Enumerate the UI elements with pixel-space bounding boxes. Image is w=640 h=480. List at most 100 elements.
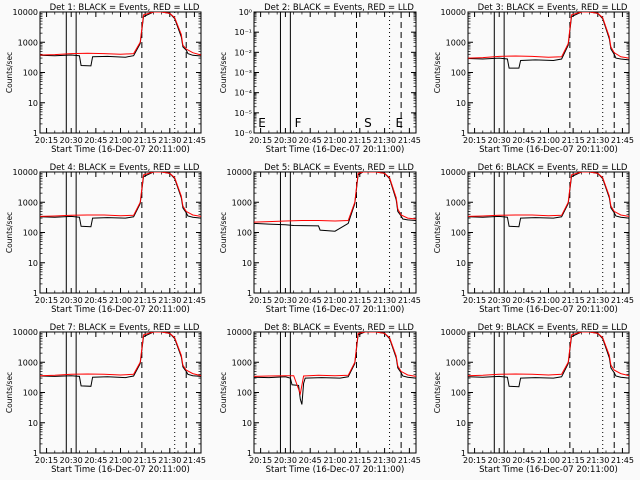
x-axis-label: Start Time (16-Dec-07 20:11:00) <box>479 305 618 315</box>
y-tick-label: 10 <box>28 99 38 108</box>
x-tick-label: 21:00 <box>109 136 132 145</box>
y-tick-label: 10⁻² <box>234 48 252 57</box>
y-axis-label: Counts/sec <box>433 52 442 93</box>
y-tick-label: 1 <box>461 129 466 138</box>
x-tick-label: 20:45 <box>84 456 107 465</box>
y-tick-label: 1 <box>247 289 252 298</box>
x-tick-label: 20:45 <box>512 456 535 465</box>
x-tick-label: 21:30 <box>158 296 181 305</box>
x-tick-label: 20:30 <box>488 136 511 145</box>
x-tick-label: 21:00 <box>537 136 560 145</box>
x-tick-label: 21:30 <box>373 136 396 145</box>
y-axis-label: Counts/sec <box>433 212 442 253</box>
panel-title: Det 5: BLACK = Events, RED = LLD <box>264 163 414 173</box>
x-tick-label: 21:30 <box>586 456 609 465</box>
x-tick-label: 21:00 <box>537 456 560 465</box>
y-tick-label: 10000 <box>227 328 252 337</box>
x-tick-label: 21:45 <box>398 296 421 305</box>
y-tick-label: 100 <box>23 69 38 78</box>
x-tick-label: 20:15 <box>249 136 272 145</box>
series-line-lld <box>468 172 629 217</box>
y-tick-label: 10⁻³ <box>234 69 252 78</box>
x-tick-label: 21:15 <box>562 296 585 305</box>
y-tick-label: 100 <box>237 389 252 398</box>
y-axis-label: Counts/sec <box>433 372 442 413</box>
series-group <box>254 332 416 405</box>
x-tick-label: 20:15 <box>249 296 272 305</box>
panel-det-8: 1 10 100 1000 10000 20:15 20:30 20:45 21:00 21:15… <box>219 323 421 475</box>
x-tick-label: 20:30 <box>274 296 297 305</box>
y-tick-label: 10 <box>28 419 38 428</box>
x-tick-label: 21:15 <box>134 296 157 305</box>
series-line-lld <box>40 12 201 56</box>
x-tick-label: 20:30 <box>60 296 83 305</box>
x-tick-label: 20:15 <box>463 296 486 305</box>
series-group <box>468 12 629 69</box>
x-tick-label: 20:30 <box>60 456 83 465</box>
x-tick-label: 21:30 <box>586 296 609 305</box>
x-tick-label: 21:00 <box>323 456 346 465</box>
y-tick-label: 10⁻⁵ <box>234 109 252 118</box>
y-tick-label: 10 <box>28 259 38 268</box>
panel-title: Det 7: BLACK = Events, RED = LLD <box>50 323 200 333</box>
x-tick-label: 21:45 <box>183 456 206 465</box>
panel-det-2: 10⁻⁶ 10⁻⁵ 10⁻⁴ 10⁻³ 10⁻² 10⁻¹ 10⁰ 20:15 20:30 20:… <box>219 3 421 155</box>
x-tick-label: 20:30 <box>488 296 511 305</box>
y-axis-label: Counts/sec <box>219 212 228 253</box>
x-axis-label: Start Time (16-Dec-07 20:11:00) <box>266 465 405 475</box>
x-tick-label: 20:45 <box>512 136 535 145</box>
series-line-events <box>254 172 416 232</box>
x-tick-label: 20:30 <box>60 136 83 145</box>
y-axis-label: Counts/sec <box>219 372 228 413</box>
y-tick-label: 10⁻¹ <box>234 28 252 37</box>
y-tick-label: 10⁻⁶ <box>234 129 252 138</box>
x-tick-label: 20:45 <box>84 296 107 305</box>
panel-det-1: 1 10 100 1000 10000 20:15 20:30 20:45 21:00 21:15… <box>5 3 206 155</box>
x-tick-label: 21:00 <box>323 136 346 145</box>
y-axis-label: Counts/sec <box>219 52 228 93</box>
y-tick-label: 1000 <box>446 198 466 207</box>
x-tick-label: 21:15 <box>348 456 371 465</box>
panel-det-9: 1 10 100 1000 10000 20:15 20:30 20:45 21:00 21:15… <box>433 323 634 475</box>
x-axis-label: Start Time (16-Dec-07 20:11:00) <box>479 145 618 155</box>
y-tick-label: 1000 <box>18 358 38 367</box>
x-tick-label: 20:45 <box>299 456 322 465</box>
series-group <box>468 332 629 388</box>
x-tick-label: 21:45 <box>611 136 634 145</box>
x-tick-label: 20:45 <box>512 296 535 305</box>
y-axis-label: Counts/sec <box>5 212 14 253</box>
series-group <box>40 332 201 387</box>
x-tick-label: 20:15 <box>463 456 486 465</box>
x-tick-label: 21:15 <box>562 136 585 145</box>
y-tick-label: 100 <box>23 389 38 398</box>
x-tick-label: 21:15 <box>348 136 371 145</box>
series-line-lld <box>40 332 201 377</box>
x-tick-label: 21:00 <box>109 296 132 305</box>
x-axis-label: Start Time (16-Dec-07 20:11:00) <box>51 465 190 475</box>
panel-title: Det 4: BLACK = Events, RED = LLD <box>50 163 200 173</box>
y-tick-label: 10000 <box>227 168 252 177</box>
y-tick-label: 10000 <box>13 8 38 17</box>
series-group <box>40 172 201 228</box>
y-tick-label: 100 <box>23 229 38 238</box>
y-axis-label: Counts/sec <box>5 372 14 413</box>
y-tick-label: 1 <box>33 289 38 298</box>
panel-det-3: 1 10 100 1000 10000 20:15 20:30 20:45 21:00 21:15… <box>433 3 634 155</box>
series-line-events <box>254 332 416 405</box>
y-tick-label: 1 <box>461 289 466 298</box>
x-tick-label: 20:45 <box>299 296 322 305</box>
y-tick-label: 1000 <box>18 198 38 207</box>
series-group <box>254 172 416 232</box>
x-tick-label: 21:00 <box>323 296 346 305</box>
x-tick-label: 21:45 <box>611 296 634 305</box>
y-tick-label: 10⁰ <box>239 8 252 17</box>
x-tick-label: 21:45 <box>183 296 206 305</box>
y-tick-label: 10000 <box>441 328 466 337</box>
x-tick-label: 21:45 <box>183 136 206 145</box>
x-tick-label: 21:00 <box>537 296 560 305</box>
event-label: E <box>396 116 404 130</box>
x-tick-label: 21:15 <box>348 296 371 305</box>
x-tick-label: 20:45 <box>299 136 322 145</box>
y-tick-label: 100 <box>451 389 466 398</box>
